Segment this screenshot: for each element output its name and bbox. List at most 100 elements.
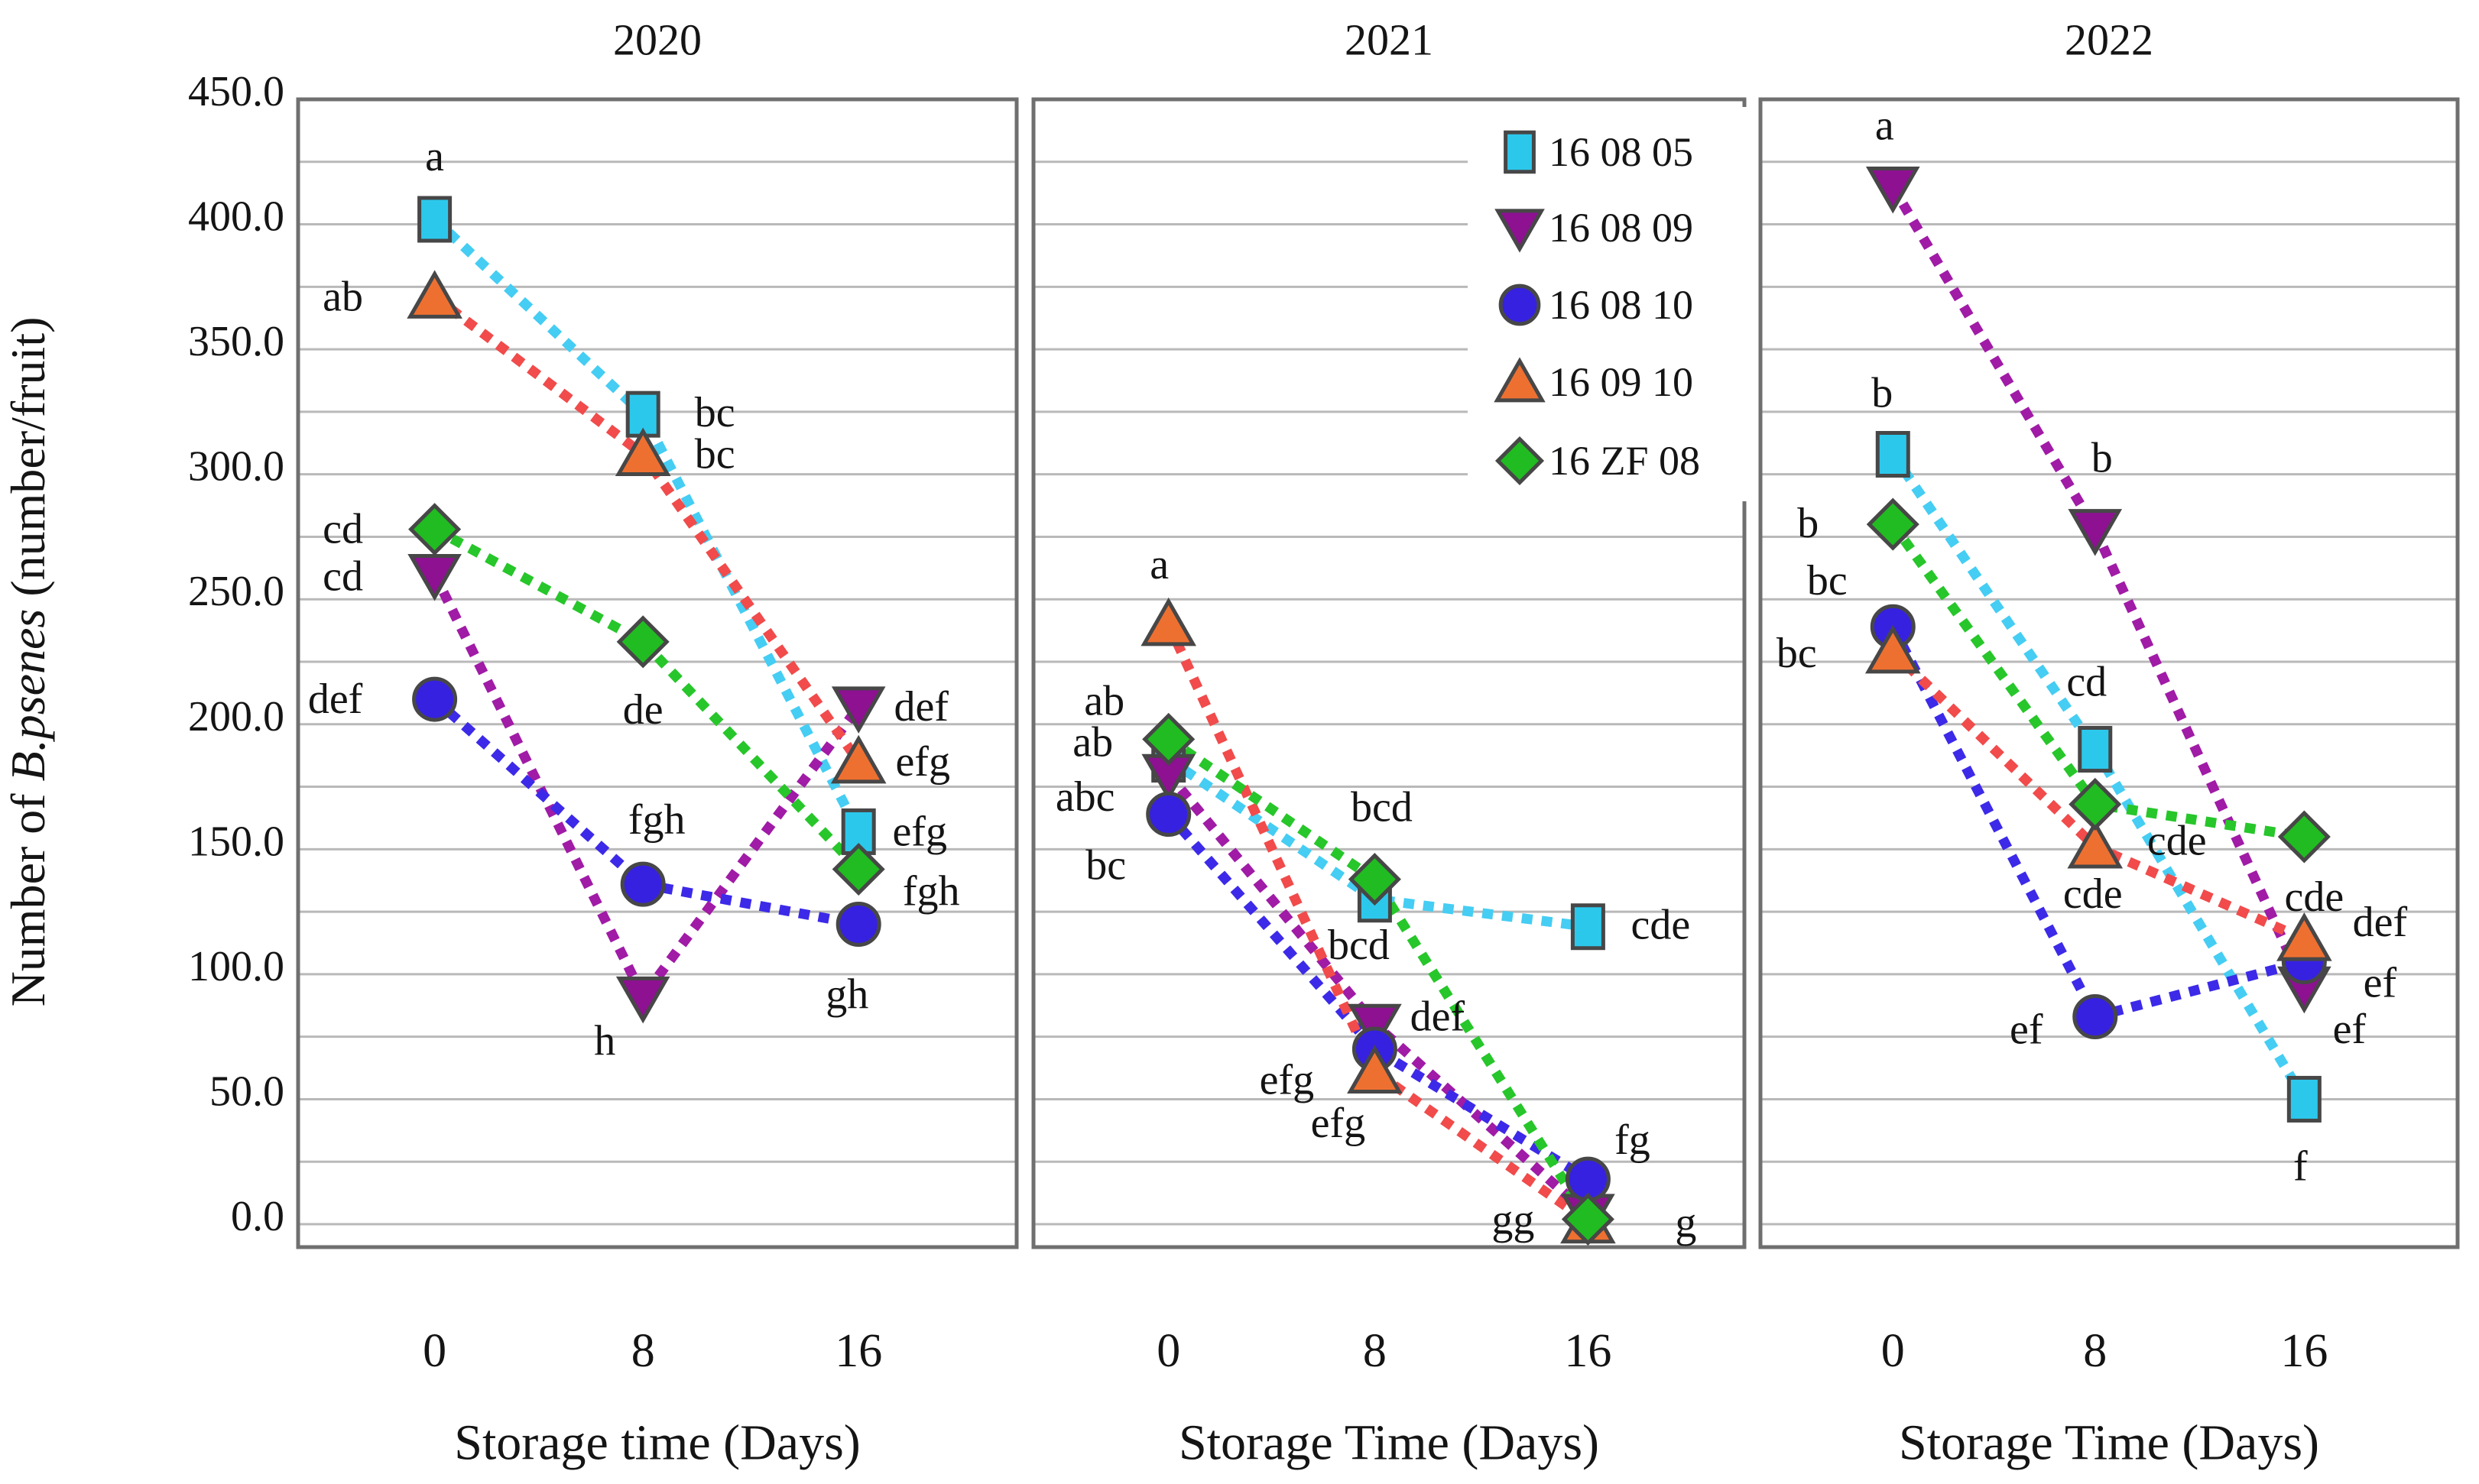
point-16-09-10-day16 [2276,912,2332,961]
point-16-08-09-day16 [831,686,886,734]
y-tick-label: 300.0 [188,443,284,491]
point-16-08-05-day8 [2078,725,2113,773]
legend-label: 16 08 10 [1549,282,1693,328]
point-label: efg [1260,1056,1315,1103]
point-label: cd [323,553,363,601]
point-label: fg [1614,1116,1650,1164]
x-axis-title: Storage time (Days) [454,1415,861,1471]
legend-label: 16 ZF 08 [1549,438,1700,484]
panel-frame [296,97,1019,1249]
y-tick-label: 100.0 [188,943,284,990]
legend-label: 16 08 05 [1549,129,1693,175]
point-16-ZF-08-day8 [616,615,670,669]
point-label: gg [1491,1197,1534,1244]
point-label: ab [323,273,363,320]
point-16-08-09-day8 [1348,1003,1402,1051]
y-tick-label: 150.0 [188,818,284,865]
point-label: fgh [903,868,960,915]
point-16-08-10-day8 [2072,993,2118,1039]
panel-frame [1758,97,2460,1249]
point-label: de [623,686,664,734]
legend-label: 16 08 09 [1549,205,1693,251]
series-line-16-09-10 [1163,622,1592,1226]
point-label: bc [1777,630,1817,677]
point-label: g [1675,1199,1696,1246]
point-16-09-10-day16 [830,734,887,784]
x-tick-label: 16 [2280,1325,2328,1377]
point-16-08-09-day0 [1865,166,1920,214]
point-16-ZF-08-day8 [1348,853,1401,906]
point-label: cde [2285,873,2344,921]
y-tick-label: 400.0 [188,193,284,241]
point-label: efg [1311,1100,1366,1147]
x-tick-label: 0 [1157,1325,1180,1377]
x-tick-label: 0 [423,1325,446,1377]
x-tick-label: 0 [1881,1325,1905,1377]
legend-label: 16 09 10 [1549,359,1693,405]
series-line-16-ZF-08 [1166,735,1592,1222]
y-axis-title: Number of B.psenes (number/fruit) [1,317,55,1007]
point-label: bc [695,389,735,436]
point-label: cd [2066,658,2107,705]
point-16-08-05-day16 [2286,1075,2322,1123]
point-16-08-09-day8 [615,976,670,1024]
point-16-08-05-day16 [841,808,876,855]
point-label: fgh [628,796,686,844]
point-label: cde [2063,870,2123,918]
point-16-09-10-day8 [2067,820,2124,869]
point-label: a [1150,541,1169,588]
point-label: b [2091,435,2113,482]
point-16-ZF-08-day16 [832,842,885,896]
point-label: bcd [1328,922,1390,969]
point-label: cde [1631,902,1691,949]
point-16-ZF-08-day0 [1142,712,1196,766]
x-axis-title: Storage Time (Days) [1179,1415,1599,1471]
y-tick-label: 250.0 [188,568,284,615]
legend-diamond-icon [1494,436,1545,486]
point-label: a [425,133,444,180]
point-16-09-10-day0 [1141,597,1197,646]
point-label: a [1875,102,1894,149]
x-tick-label: 16 [1564,1325,1611,1377]
series-line-16-08-10 [1164,811,1591,1184]
point-label: bc [1085,842,1126,889]
y-tick-label: 450.0 [188,68,284,115]
point-16-08-09-day0 [407,554,462,601]
point-label: ef [2333,1006,2367,1053]
point-label: h [594,1017,615,1064]
legend-tri-down-icon [1494,209,1545,253]
panel-title: 2022 [2065,15,2153,65]
point-16-ZF-08-day16 [1561,1192,1614,1246]
point-label: def [894,683,949,731]
legend-tri-up-icon [1494,357,1546,403]
point-16-09-10-day8 [1347,1045,1403,1094]
point-label: ef [2364,960,2397,1007]
legend-circle-icon [1498,284,1541,326]
point-label: abc [1056,773,1115,821]
point-label: cde [2147,817,2207,864]
point-label: b [1871,369,1893,416]
point-label: efg [895,738,950,786]
point-label: ef [2010,1006,2043,1053]
point-label: bcd [1351,784,1413,831]
point-16-ZF-08-day0 [408,503,462,556]
point-label: gh [826,970,868,1018]
series-line-16-08-05 [1166,755,1589,932]
panel-frame [1031,97,1747,1249]
point-16-08-05-day16 [1570,903,1605,951]
x-tick-label: 16 [835,1325,882,1377]
point-16-ZF-08-day16 [2277,810,2331,864]
point-16-09-10-day8 [615,427,671,476]
y-tick-label: 0.0 [231,1193,284,1240]
point-16-08-10-day0 [412,676,458,722]
point-label: def [1410,993,1465,1040]
point-label: bc [1807,557,1848,604]
point-label: cd [323,506,363,553]
point-label: def [308,676,363,723]
y-tick-label: 200.0 [188,693,284,740]
y-tick-label: 50.0 [209,1068,284,1115]
point-16-ZF-08-day0 [1866,497,1919,551]
